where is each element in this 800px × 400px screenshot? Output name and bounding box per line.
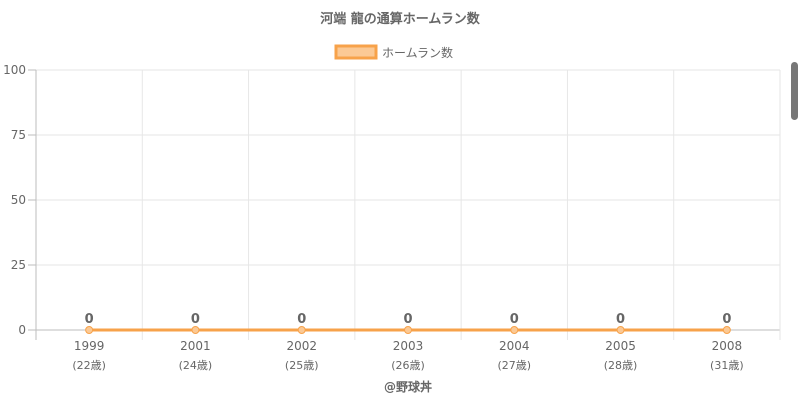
data-point — [722, 326, 731, 334]
x-tick-sublabel: (22歳) — [72, 359, 106, 372]
scrollbar-thumb[interactable] — [791, 62, 798, 120]
x-tick-label: 2003 — [393, 339, 424, 353]
y-tick-label: 100 — [3, 63, 26, 77]
x-tick-sublabel: (24歳) — [179, 359, 213, 372]
x-tick-sublabel: (26歳) — [391, 359, 425, 372]
data-label: 0 — [297, 312, 306, 327]
data-point — [510, 326, 519, 334]
y-tick-label: 0 — [18, 323, 26, 337]
series-layer: 0 0 0 0 0 0 0 — [85, 312, 731, 334]
data-point — [404, 326, 412, 334]
y-tick-label: 75 — [11, 128, 26, 142]
grid-layer — [28, 69, 781, 340]
data-label: 0 — [616, 312, 625, 327]
x-tick-label: 2004 — [499, 339, 530, 353]
x-tick-label: 2008 — [712, 339, 743, 353]
data-label: 0 — [510, 312, 519, 327]
x-axis-label: @野球丼 — [384, 379, 432, 394]
chart-title: 河端 龍の通算ホームラン数 — [320, 11, 480, 27]
x-tick-label: 2005 — [605, 339, 636, 353]
x-tick-label: 1999 — [74, 339, 105, 353]
data-label: 0 — [403, 312, 412, 327]
data-point — [616, 326, 625, 334]
x-tick-label: 2001 — [180, 339, 211, 353]
data-point — [191, 326, 200, 334]
x-axis-ticks: 1999 (22歳) 2001 (24歳) 2002 (25歳) 2003 (26歳) 2004… — [72, 339, 743, 372]
x-tick-sublabel: (27歳) — [497, 359, 531, 372]
legend[interactable]: ホームラン数 — [334, 44, 453, 60]
y-axis-ticks: 0 25 50 75 100 — [3, 63, 26, 337]
x-tick-sublabel: (31歳) — [710, 359, 744, 372]
y-tick-label: 50 — [11, 193, 26, 207]
x-tick-sublabel: (28歳) — [604, 359, 638, 372]
data-label: 0 — [191, 312, 200, 327]
y-tick-label: 25 — [11, 258, 26, 272]
legend-swatch — [334, 44, 378, 60]
data-point — [85, 326, 94, 334]
data-point — [297, 326, 306, 334]
data-label: 0 — [85, 312, 94, 327]
x-tick-sublabel: (25歳) — [285, 359, 319, 372]
x-tick-label: 2002 — [286, 339, 317, 353]
data-label: 0 — [722, 312, 731, 327]
legend-label: ホームラン数 — [382, 45, 453, 60]
